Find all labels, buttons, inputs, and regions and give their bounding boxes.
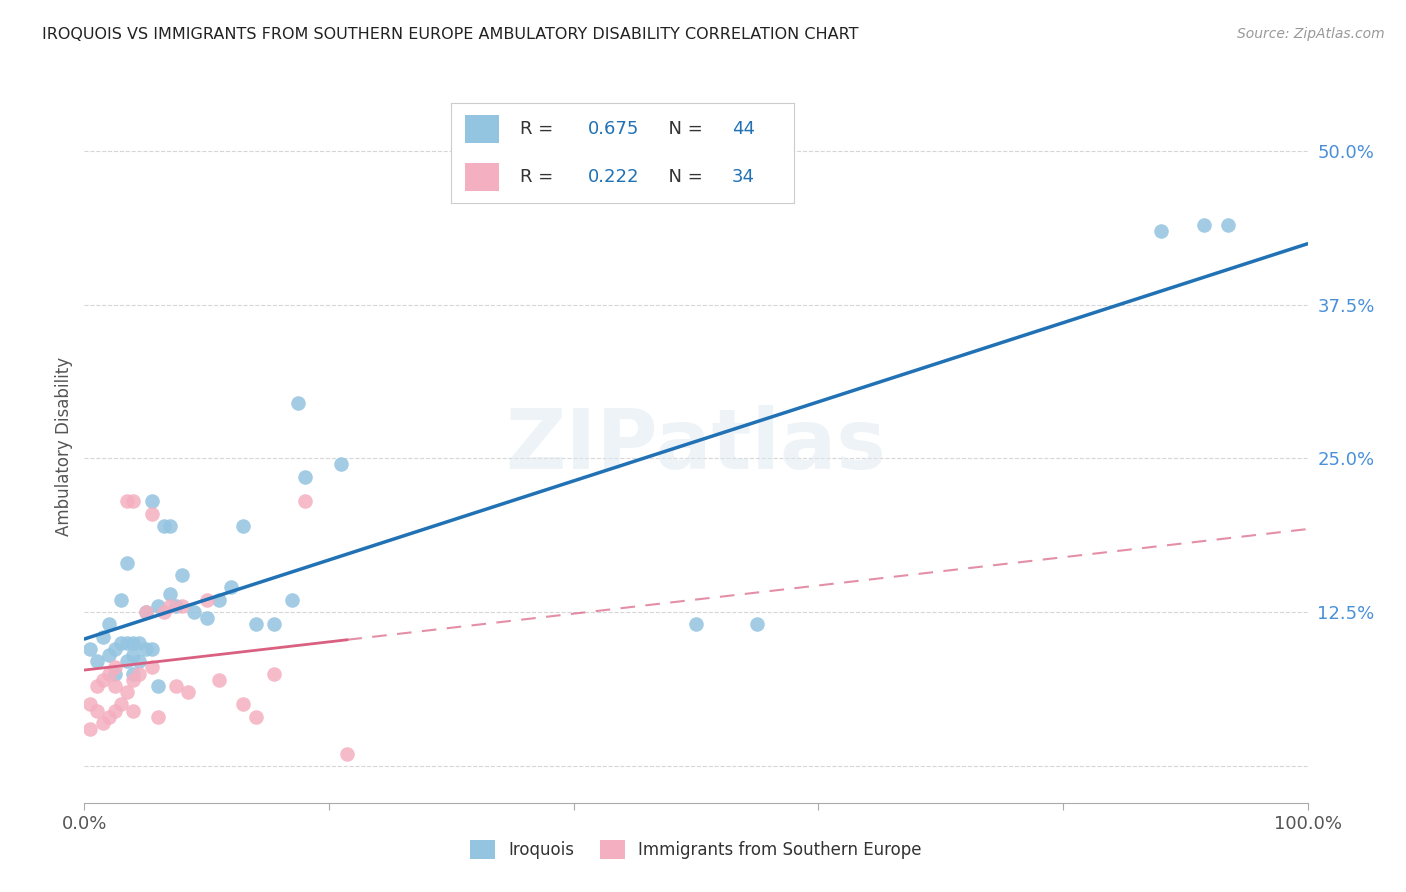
Point	[141, 494, 163, 508]
Point	[165, 679, 187, 693]
Point	[159, 599, 181, 613]
Point	[287, 396, 309, 410]
Point	[263, 666, 285, 681]
Point	[172, 568, 194, 582]
Point	[79, 642, 101, 657]
Text: Source: ZipAtlas.com: Source: ZipAtlas.com	[1237, 27, 1385, 41]
Point	[219, 581, 242, 595]
Point	[104, 704, 127, 718]
Point	[122, 673, 145, 687]
Point	[122, 494, 145, 508]
Point	[159, 519, 181, 533]
Point	[263, 617, 285, 632]
Point	[141, 660, 163, 674]
Point	[245, 617, 267, 632]
Point	[146, 599, 169, 613]
Point	[97, 648, 120, 662]
Point	[128, 654, 150, 668]
Point	[135, 642, 157, 657]
Point	[1150, 224, 1173, 238]
Point	[115, 685, 138, 699]
Point	[115, 654, 138, 668]
Text: IROQUOIS VS IMMIGRANTS FROM SOUTHERN EUROPE AMBULATORY DISABILITY CORRELATION CH: IROQUOIS VS IMMIGRANTS FROM SOUTHERN EUR…	[42, 27, 859, 42]
Point	[86, 679, 108, 693]
Point	[91, 715, 114, 730]
Point	[115, 556, 138, 570]
Point	[97, 709, 120, 723]
Point	[208, 592, 231, 607]
Point	[159, 587, 181, 601]
Point	[122, 636, 145, 650]
Point	[122, 648, 145, 662]
Point	[97, 666, 120, 681]
Point	[104, 642, 127, 657]
Point	[135, 605, 157, 619]
Point	[1216, 218, 1239, 232]
Legend: Iroquois, Immigrants from Southern Europe: Iroquois, Immigrants from Southern Europ…	[464, 834, 928, 866]
Point	[110, 698, 132, 712]
Point	[208, 673, 231, 687]
Text: ZIPatlas: ZIPatlas	[506, 406, 886, 486]
Point	[104, 666, 127, 681]
Point	[110, 636, 132, 650]
Point	[141, 642, 163, 657]
Point	[146, 679, 169, 693]
Y-axis label: Ambulatory Disability: Ambulatory Disability	[55, 357, 73, 535]
Point	[294, 494, 316, 508]
Point	[153, 519, 176, 533]
Point	[177, 685, 200, 699]
Point	[110, 592, 132, 607]
Point	[86, 654, 108, 668]
Point	[294, 469, 316, 483]
Point	[135, 605, 157, 619]
Point	[195, 592, 218, 607]
Point	[172, 599, 194, 613]
Point	[336, 747, 359, 761]
Point	[153, 605, 176, 619]
Point	[122, 666, 145, 681]
Point	[79, 722, 101, 736]
Point	[91, 630, 114, 644]
Point	[86, 704, 108, 718]
Point	[232, 698, 254, 712]
Point	[183, 605, 205, 619]
Point	[128, 666, 150, 681]
Point	[685, 617, 707, 632]
Point	[165, 599, 187, 613]
Point	[97, 617, 120, 632]
Point	[122, 704, 145, 718]
Point	[232, 519, 254, 533]
Point	[146, 709, 169, 723]
Point	[245, 709, 267, 723]
Point	[104, 679, 127, 693]
Point	[128, 636, 150, 650]
Point	[141, 507, 163, 521]
Point	[281, 592, 304, 607]
Point	[115, 494, 138, 508]
Point	[91, 673, 114, 687]
Point	[104, 660, 127, 674]
Point	[195, 611, 218, 625]
Point	[115, 636, 138, 650]
Point	[79, 698, 101, 712]
Point	[1192, 218, 1215, 232]
Point	[747, 617, 769, 632]
Point	[330, 458, 353, 472]
